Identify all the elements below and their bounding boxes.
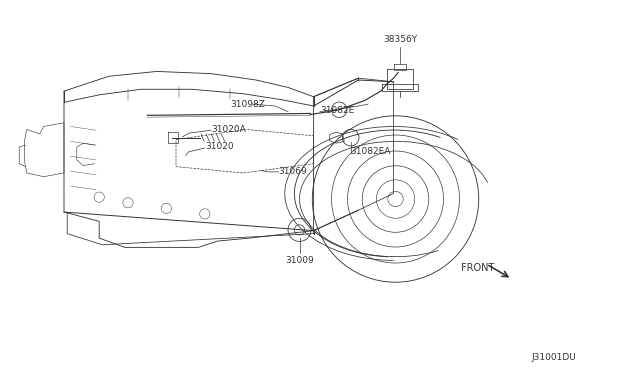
Text: 31020A: 31020A <box>211 125 246 134</box>
Text: 31020: 31020 <box>205 142 234 151</box>
Text: 31009: 31009 <box>285 256 314 265</box>
Text: 31098Z: 31098Z <box>230 100 265 109</box>
Text: 38356Y: 38356Y <box>383 35 417 44</box>
Text: FRONT: FRONT <box>461 263 494 273</box>
Text: 31069: 31069 <box>278 167 307 176</box>
Text: 31082E: 31082E <box>320 106 355 115</box>
Text: 31082EA: 31082EA <box>351 147 391 156</box>
Text: J31001DU: J31001DU <box>531 353 576 362</box>
